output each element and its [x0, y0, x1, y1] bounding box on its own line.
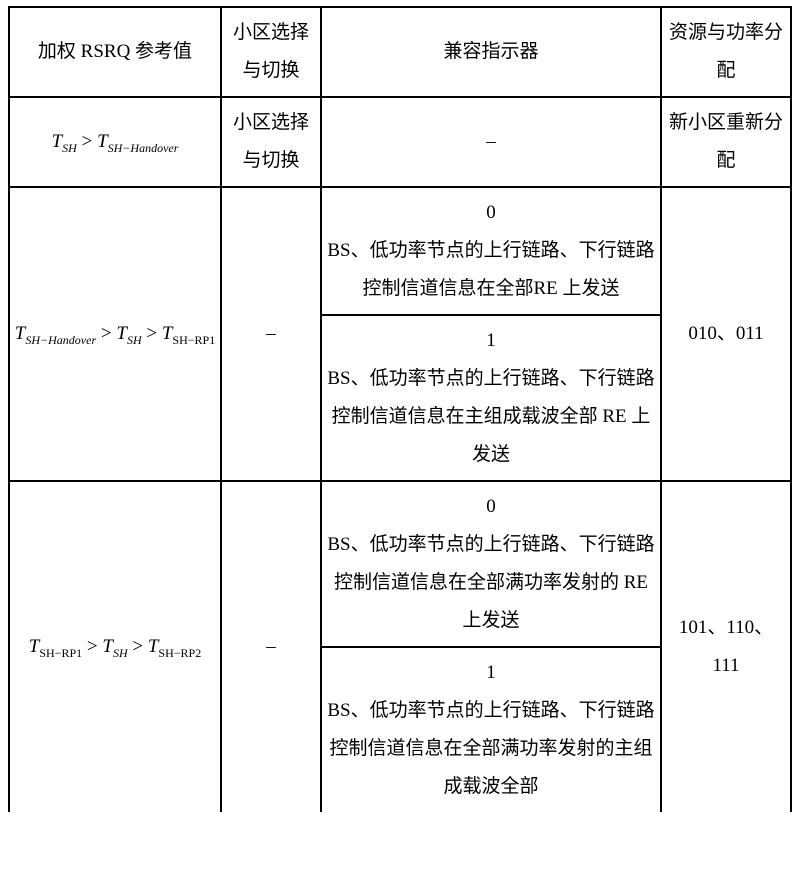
page-container: 加权 RSRQ 参考值 小区选择与切换 兼容指示器 资源与功率分配 TSH > … — [0, 0, 800, 889]
compat-text: BS、低功率节点的上行链路、下行链路控制信道信息在全部RE 上发送 — [326, 232, 656, 308]
cell-compat-sub: 1 BS、低功率节点的上行链路、下行链路控制信道信息在全部满功率发射的主组成载波… — [321, 647, 661, 812]
col-header-compat-indicator: 兼容指示器 — [321, 7, 661, 97]
cell-formula: TSH−RP1 > TSH > TSH−RP2 — [9, 481, 221, 812]
cell-compat-sub: 0 BS、低功率节点的上行链路、下行链路控制信道信息在全部满功率发射的 RE 上… — [321, 481, 661, 647]
cell-compat-sub: 1 BS、低功率节点的上行链路、下行链路控制信道信息在主组成载波全部 RE 上发… — [321, 315, 661, 481]
cell-formula: TSH > TSH−Handover — [9, 97, 221, 187]
col-header-rsrq: 加权 RSRQ 参考值 — [9, 7, 221, 97]
table-header-row: 加权 RSRQ 参考值 小区选择与切换 兼容指示器 资源与功率分配 — [9, 7, 791, 97]
compat-code: 0 — [326, 488, 656, 526]
cell-formula: TSH−Handover > TSH > TSH−RP1 — [9, 187, 221, 481]
cell-select: – — [221, 187, 321, 481]
compat-text: BS、低功率节点的上行链路、下行链路控制信道信息在全部满功率发射的 RE 上发送 — [326, 526, 656, 640]
col-header-resource-power: 资源与功率分配 — [661, 7, 791, 97]
cell-alloc: 101、110、111 — [661, 481, 791, 812]
compat-code: 1 — [326, 654, 656, 692]
table-row: TSH > TSH−Handover 小区选择与切换 – 新小区重新分配 — [9, 97, 791, 187]
compat-code: 0 — [326, 194, 656, 232]
table-row: TSH−Handover > TSH > TSH−RP1 – 0 BS、低功率节… — [9, 187, 791, 315]
compat-text: BS、低功率节点的上行链路、下行链路控制信道信息在主组成载波全部 RE 上发送 — [326, 360, 656, 474]
col-header-cell-select: 小区选择与切换 — [221, 7, 321, 97]
cell-select: – — [221, 481, 321, 812]
cell-compat-sub: 0 BS、低功率节点的上行链路、下行链路控制信道信息在全部RE 上发送 — [321, 187, 661, 315]
cell-alloc: 010、011 — [661, 187, 791, 481]
table-row: TSH−RP1 > TSH > TSH−RP2 – 0 BS、低功率节点的上行链… — [9, 481, 791, 647]
rsrq-table: 加权 RSRQ 参考值 小区选择与切换 兼容指示器 资源与功率分配 TSH > … — [8, 6, 792, 812]
compat-code: 1 — [326, 322, 656, 360]
cell-select: 小区选择与切换 — [221, 97, 321, 187]
cell-alloc: 新小区重新分配 — [661, 97, 791, 187]
compat-text: BS、低功率节点的上行链路、下行链路控制信道信息在全部满功率发射的主组成载波全部 — [326, 692, 656, 806]
cell-compat: – — [321, 97, 661, 187]
